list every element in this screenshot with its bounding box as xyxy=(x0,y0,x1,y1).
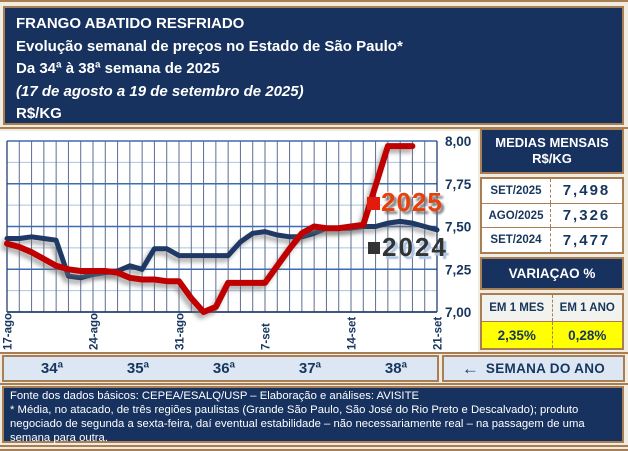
left-arrow-icon: ← xyxy=(461,359,479,378)
band-top-rule xyxy=(0,352,628,354)
legend-2024-label: 2024 xyxy=(382,232,448,262)
header-divider-rule xyxy=(0,127,628,129)
band-bottom-rule xyxy=(0,383,628,385)
monthly-averages-title: MEDIAS MENSAIS xyxy=(495,135,609,150)
top-rule xyxy=(0,0,628,2)
monthly-averages-header: MEDIAS MENSAIS R$/KG xyxy=(480,128,624,174)
week-label-35: 35ª xyxy=(126,360,150,377)
footer-note-box: Fonte dos dados básicos: CEPEA/ESALQ/USP… xyxy=(2,386,624,444)
row-label: SET/2025 xyxy=(482,179,551,203)
footer-methodology-note: * Média, no atacado, de três regiões pau… xyxy=(10,403,585,444)
table-row: SET/2024 7,477 xyxy=(482,228,622,253)
footer-source-line: Fonte dos dados básicos: CEPEA/ESALQ/USP… xyxy=(10,390,420,402)
variation-table: EM 1 MES EM 1 ANO 2,35% 0,28% xyxy=(480,293,624,350)
bottom-rule-1 xyxy=(0,445,628,447)
table-row: AGO/2025 7,326 xyxy=(482,203,622,229)
row-label: SET/2024 xyxy=(482,228,551,253)
title-week-range: Da 34ª à 38ª semana de 2025 xyxy=(16,60,220,77)
row-value: 7,498 xyxy=(562,182,611,200)
title-subtitle: Evolução semanal de preços no Estado de … xyxy=(16,37,403,55)
title-unit: R$/KG xyxy=(16,105,62,122)
week-axis-caption-box: ← SEMANA DO ANO xyxy=(442,355,625,382)
week-label-37: 37ª xyxy=(298,360,322,377)
legend-2025-label: 2025 xyxy=(381,187,443,217)
week-axis-band: 34ª 35ª 36ª 37ª 38ª xyxy=(2,355,439,382)
variation-col-header-year: EM 1 ANO xyxy=(559,302,615,314)
week-axis-caption: SEMANA DO ANO xyxy=(485,361,606,376)
svg-text:7,00: 7,00 xyxy=(445,305,471,320)
title-date-range: (17 de agosto a 19 de setembro de 2025) xyxy=(16,82,304,100)
variation-value-month: 2,35% xyxy=(482,322,553,348)
row-value: 7,326 xyxy=(562,207,611,224)
monthly-averages-unit: R$/KG xyxy=(532,151,572,166)
header-title-box: FRANGO ABATIDO RESFRIADO Evolução semana… xyxy=(3,6,624,125)
row-value: 7,477 xyxy=(562,231,611,249)
legend-2025-marker-icon xyxy=(367,197,380,210)
row-label: AGO/2025 xyxy=(482,203,551,228)
variation-col-header-month: EM 1 MES xyxy=(482,295,553,321)
svg-text:24-ago: 24-ago xyxy=(89,313,101,350)
week-label-34: 34ª xyxy=(40,360,64,377)
variation-value-year: 0,28% xyxy=(568,327,607,343)
monthly-averages-table: SET/2025 7,498 AGO/2025 7,326 SET/2024 7… xyxy=(480,177,624,254)
price-chart-svg: 17-ago 24-ago 31-ago 7-set 14-set 21-set 8,00 7… xyxy=(3,134,472,350)
svg-text:7-set: 7-set xyxy=(261,323,273,350)
svg-text:17-ago: 17-ago xyxy=(3,313,15,350)
svg-text:14-set: 14-set xyxy=(347,317,359,350)
chart-region: 17-ago 24-ago 31-ago 7-set 14-set 21-set 8,00 7… xyxy=(0,131,478,352)
variation-header: VARIAÇAO % xyxy=(480,257,624,290)
svg-text:7,75: 7,75 xyxy=(445,177,472,192)
svg-text:31-ago: 31-ago xyxy=(175,313,187,350)
svg-text:7,25: 7,25 xyxy=(445,262,472,277)
table-row: EM 1 MES EM 1 ANO xyxy=(482,295,622,322)
svg-text:7,50: 7,50 xyxy=(445,220,471,235)
table-row: 2,35% 0,28% xyxy=(482,322,622,348)
variation-title: VARIAÇAO % xyxy=(508,266,596,281)
title-product: FRANGO ABATIDO RESFRIADO xyxy=(16,15,245,32)
svg-text:8,00: 8,00 xyxy=(445,134,471,149)
week-label-38: 38ª xyxy=(384,360,408,377)
legend-2024-marker-icon xyxy=(368,242,380,254)
bottom-rule-2 xyxy=(0,449,628,451)
svg-text:21-set: 21-set xyxy=(433,317,445,350)
table-row: SET/2025 7,498 xyxy=(482,179,622,204)
week-label-36: 36ª xyxy=(212,360,236,377)
